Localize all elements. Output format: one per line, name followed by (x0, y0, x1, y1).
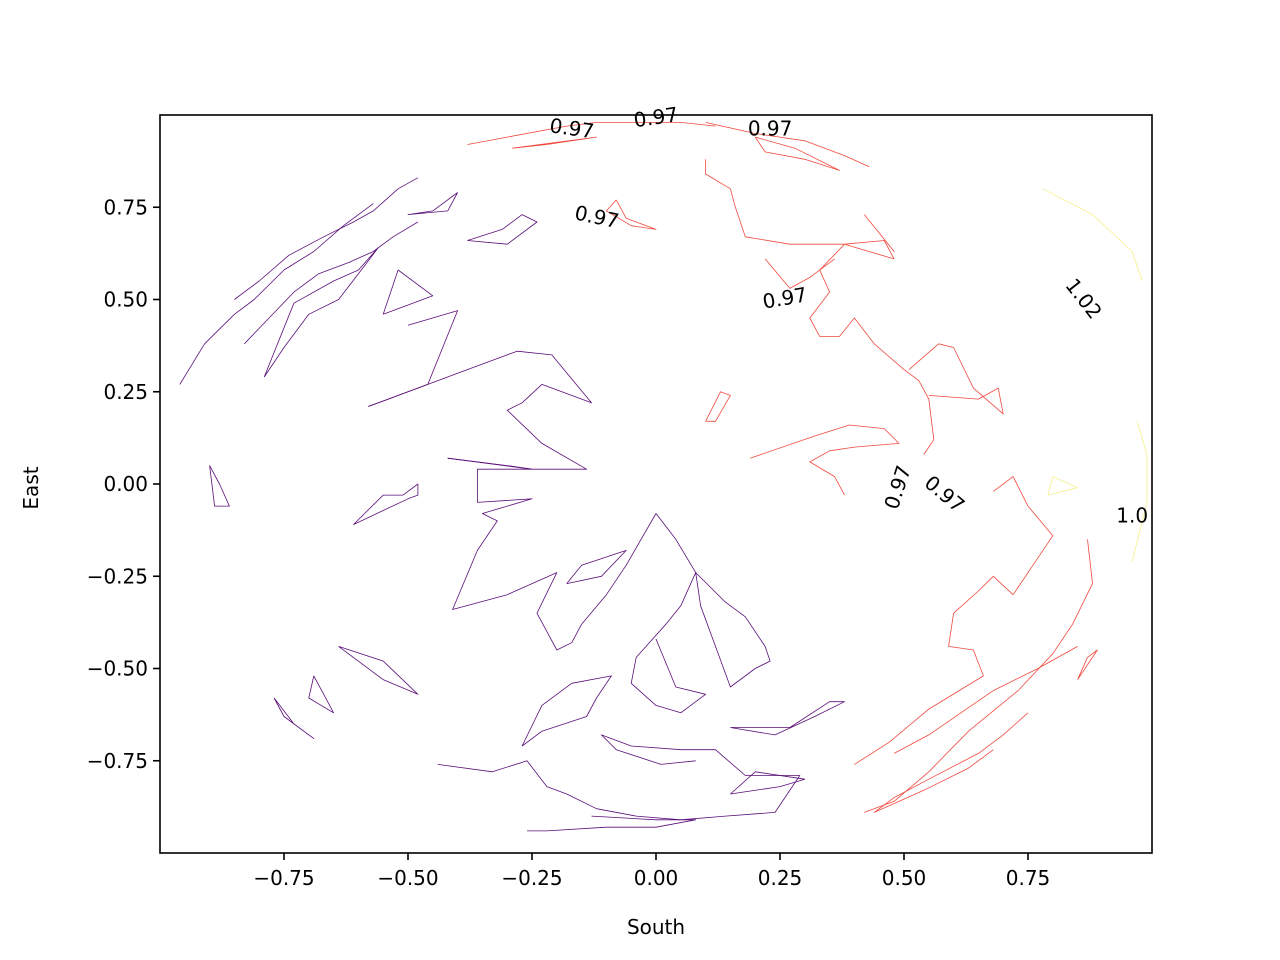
y-tick-label: 0.00 (103, 472, 148, 496)
x-axis-label: South (627, 915, 685, 939)
contour-line-low (730, 701, 845, 736)
contour-line-low (566, 550, 627, 584)
contour-line-0.97 (512, 136, 597, 149)
contour-line-low (467, 214, 538, 245)
x-tick-label: −0.75 (253, 866, 314, 890)
y-tick-label: 0.50 (103, 288, 148, 312)
contour-line-low (695, 572, 771, 688)
y-tick-label: −0.50 (87, 657, 148, 681)
contour-line-low (338, 646, 419, 695)
contour-label: 1.0 (1116, 504, 1148, 528)
contour-line-low (234, 177, 419, 300)
contour-line-low (437, 734, 801, 821)
x-tick-label: 0.75 (1006, 866, 1051, 890)
x-tick-label: 0.00 (634, 866, 679, 890)
contour-line-low (368, 350, 592, 470)
contour-line-low (730, 771, 806, 795)
contour-lines (179, 122, 1148, 832)
contour-line-low (521, 675, 612, 747)
plot-area (160, 115, 1152, 853)
contour-line-0.97 (705, 391, 731, 422)
x-tick-label: −0.50 (377, 866, 438, 890)
x-tick-label: 0.25 (758, 866, 803, 890)
y-axis-label: East (19, 466, 43, 509)
contour-line-0.97 (854, 476, 1054, 765)
contour-line-0.97 (467, 122, 716, 145)
x-tick-label: −0.25 (501, 866, 562, 890)
y-tick-label: −0.75 (87, 749, 148, 773)
y-axis-ticks: 0.75 0.50 0.25 0.00 −0.25 −0.50 −0.75 (87, 195, 160, 773)
contour-line-0.97 (1077, 649, 1098, 680)
contour-line-0.97 (750, 424, 900, 496)
contour-line-1.02 (1131, 421, 1148, 562)
y-tick-label: 0.75 (103, 195, 148, 219)
y-tick-label: −0.25 (87, 564, 148, 588)
contour-line-0.97 (705, 122, 870, 168)
y-tick-label: 0.25 (103, 380, 148, 404)
contour-line-low (263, 247, 379, 378)
contour-line-0.97 (606, 199, 657, 230)
contour-line-low (273, 697, 315, 739)
contour-line-0.97 (754, 136, 840, 171)
contour-line-low (179, 203, 374, 385)
x-axis-ticks: −0.75 −0.50 −0.25 0.00 0.25 0.50 0.75 (253, 853, 1050, 890)
contour-line-low (353, 483, 419, 525)
contour-label: 0.97 (748, 116, 793, 140)
contour-line-low (447, 457, 706, 714)
contour-line-low (244, 221, 419, 345)
contour-line-0.97 (705, 159, 935, 455)
contour-line-low (209, 465, 230, 507)
contour-line-0.97 (863, 214, 895, 252)
contour-line-low (308, 675, 335, 714)
contour-line-low (407, 192, 458, 216)
contour-line-low (382, 269, 434, 315)
contour-line-0.97 (873, 712, 1029, 813)
contour-line-0.97 (764, 258, 835, 289)
contour-line-1.02 (1047, 476, 1078, 496)
x-tick-label: 0.50 (882, 866, 927, 890)
contour-line-1.02 (1042, 188, 1143, 282)
contour-line-0.97 (893, 646, 1078, 754)
contour-line-0.97 (908, 343, 1004, 415)
contour-line-low (527, 815, 697, 832)
